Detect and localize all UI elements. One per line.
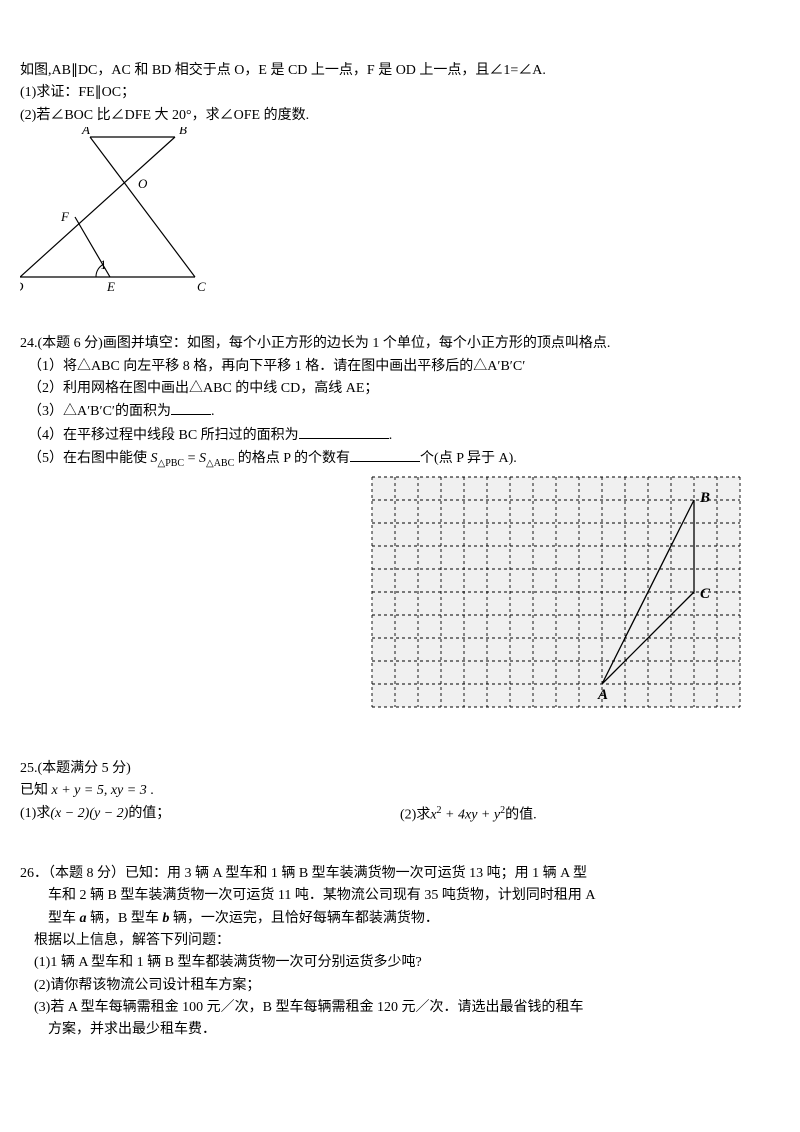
svg-text:F: F bbox=[60, 209, 70, 224]
p25-q1a: (1)求 bbox=[20, 806, 50, 821]
p24-q5b: 的格点 P 的个数有 bbox=[238, 451, 350, 466]
svg-text:E: E bbox=[106, 279, 115, 294]
p24-q5-s2: S bbox=[199, 451, 206, 466]
p23-q1: (1)求证：FE∥OC； bbox=[20, 82, 780, 104]
p24-q4: （4）在平移过程中线段 BC 所扫过的面积为. bbox=[20, 424, 780, 447]
p24-q5: （5）在右图中能使 S△PBC = S△ABC 的格点 P 的个数有个(点 P … bbox=[20, 447, 780, 472]
problem-25: 25.(本题满分 5 分) 已知 x + y = 5, xy = 3 . (1)… bbox=[20, 758, 780, 827]
p26-l3b: a bbox=[80, 911, 87, 926]
svg-text:A: A bbox=[81, 127, 90, 137]
p24-q2: （2）利用网格在图中画出△ABC 的中线 CD，高线 AE； bbox=[20, 378, 780, 400]
p25-given: 已知 x + y = 5, xy = 3 . bbox=[20, 780, 780, 802]
p25-given-c: . bbox=[147, 783, 154, 798]
p25-q2c: 的值. bbox=[505, 807, 537, 822]
problem-24: 24.(本题 6 分)画图并填空：如图，每个小正方形的边长为 1 个单位，每个小… bbox=[20, 333, 780, 722]
svg-text:A: A bbox=[597, 687, 608, 703]
p24-q3: （3）△A′B′C′的面积为. bbox=[20, 400, 780, 423]
svg-text:1: 1 bbox=[100, 257, 107, 272]
p24-q1: （1）将△ABC 向左平移 8 格，再向下平移 1 格．请在图中画出平移后的△A… bbox=[20, 356, 780, 378]
p23-q2: (2)若∠BOC 比∠DFE 大 20°，求∠OFE 的度数. bbox=[20, 105, 780, 127]
p23-intro: 如图,AB∥DC，AC 和 BD 相交于点 O，E 是 CD 上一点，F 是 O… bbox=[20, 60, 780, 82]
p26-q1: (1)1 辆 A 型车和 1 辆 B 型车都装满货物一次可分别运货多少吨? bbox=[20, 952, 780, 974]
p25-given-a: 已知 bbox=[20, 783, 52, 798]
blank-q4 bbox=[299, 424, 389, 439]
p24-q3b: . bbox=[211, 404, 215, 419]
p25-given-b: x + y = 5, xy = 3 bbox=[52, 783, 147, 798]
p25-header: 25.(本题满分 5 分) bbox=[20, 758, 780, 780]
p25-q1c: 的值； bbox=[128, 806, 170, 821]
p25-q2a: (2)求 bbox=[400, 807, 430, 822]
svg-text:O: O bbox=[138, 176, 148, 191]
p24-q5-sub1: △PBC bbox=[158, 458, 185, 469]
p26-l3e: 辆，一次运完，且恰好每辆车都装满货物． bbox=[169, 911, 439, 926]
p26-l3a: 型车 bbox=[48, 911, 80, 926]
p24-q3a: （3）△A′B′C′的面积为 bbox=[28, 404, 171, 419]
p24-q5-s1: S bbox=[151, 451, 158, 466]
p26-q2: (2)请你帮该物流公司设计租车方案； bbox=[20, 975, 780, 997]
problem-23: 如图,AB∥DC，AC 和 BD 相交于点 O，E 是 CD 上一点，F 是 O… bbox=[20, 60, 780, 297]
p24-q4b: . bbox=[389, 428, 393, 443]
p25-q1b: (x − 2)(y − 2) bbox=[50, 806, 128, 821]
p24-header: 24.(本题 6 分)画图并填空：如图，每个小正方形的边长为 1 个单位，每个小… bbox=[20, 333, 780, 355]
svg-text:C: C bbox=[700, 586, 711, 602]
p24-q5-eq: = bbox=[188, 451, 199, 466]
p26-l1: 26．（本题 8 分）已知：用 3 辆 A 型车和 1 辆 B 型车装满货物一次… bbox=[20, 863, 780, 885]
p26-l4: 根据以上信息，解答下列问题： bbox=[20, 930, 780, 952]
p24-q1-text: （1）将△ABC 向左平移 8 格，再向下平移 1 格．请在图中画出平移后的△A… bbox=[28, 359, 525, 374]
p24-q4a: （4）在平移过程中线段 BC 所扫过的面积为 bbox=[28, 428, 299, 443]
blank-q3 bbox=[171, 400, 211, 415]
svg-text:B: B bbox=[699, 490, 710, 506]
figure-24-grid: A B C bbox=[362, 472, 750, 722]
p25-q2: (2)求x2 + 4xy + y2的值. bbox=[400, 803, 780, 827]
svg-text:B: B bbox=[179, 127, 187, 137]
problem-26: 26．（本题 8 分）已知：用 3 辆 A 型车和 1 辆 B 型车装满货物一次… bbox=[20, 863, 780, 1042]
p26-q3a: (3)若 A 型车每辆需租金 100 元／次，B 型车每辆需租金 120 元／次… bbox=[20, 997, 780, 1019]
p25-row: (1)求(x − 2)(y − 2)的值； (2)求x2 + 4xy + y2的… bbox=[20, 803, 780, 827]
p24-q5a: （5）在右图中能使 bbox=[28, 451, 147, 466]
p25-q2mid: + 4xy + y bbox=[442, 807, 501, 822]
blank-q5 bbox=[350, 447, 420, 462]
svg-text:C: C bbox=[197, 279, 206, 294]
p24-q5-sub2: △ABC bbox=[206, 458, 234, 469]
p26-l3c: 辆，B 型车 bbox=[87, 911, 163, 926]
figure-23: A B O F D E C 1 bbox=[20, 127, 220, 297]
svg-text:D: D bbox=[20, 279, 24, 294]
p26-q3b: 方案，并求出最少租车费． bbox=[20, 1019, 780, 1041]
p24-q5c: 个(点 P 异于 A). bbox=[420, 451, 517, 466]
p25-q1: (1)求(x − 2)(y − 2)的值； bbox=[20, 803, 400, 827]
p26-l3: 型车 a 辆，B 型车 b 辆，一次运完，且恰好每辆车都装满货物． bbox=[20, 908, 780, 930]
p26-l2: 车和 2 辆 B 型车装满货物一次可运货 11 吨．某物流公司现有 35 吨货物… bbox=[20, 885, 780, 907]
